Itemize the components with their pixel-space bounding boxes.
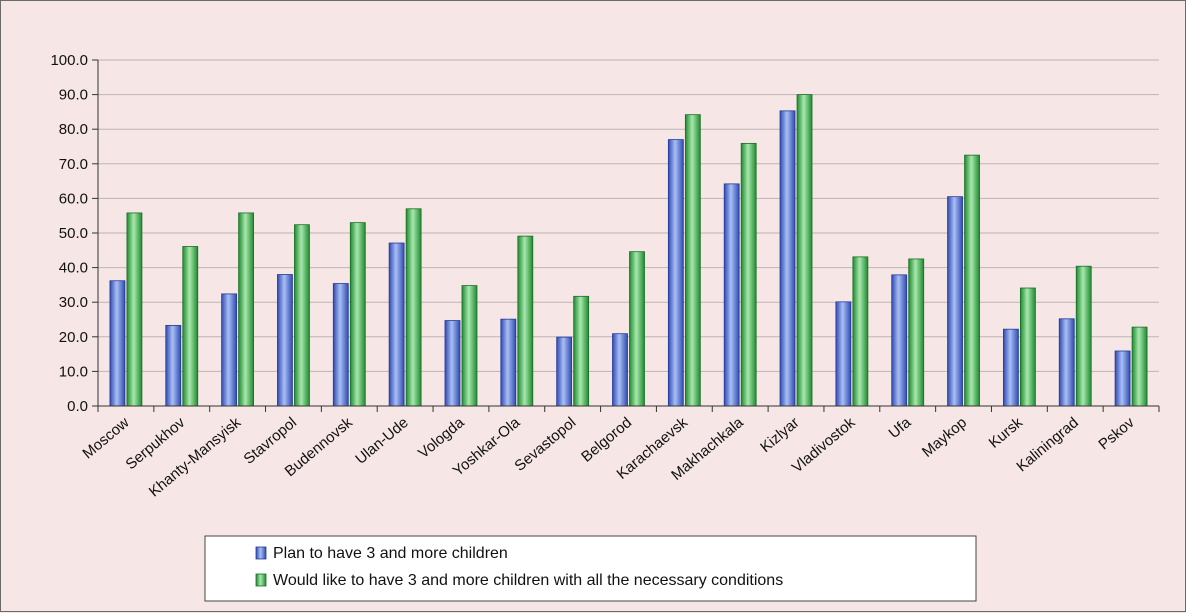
bar-plan — [1059, 319, 1074, 406]
x-category-label: Vologda — [415, 414, 468, 462]
x-category-label: Kaliningrad — [1013, 414, 1081, 475]
bar-would-like — [462, 286, 477, 406]
x-category-label: Pskov — [1095, 414, 1138, 454]
bar-plan — [836, 302, 851, 406]
axes: 0.0 10.0 20.0 30.0 40.0 50.0 60.0 70.0 80.0 90.0 1… — [50, 52, 1159, 500]
legend-label: Would like to have 3 and more children w… — [273, 572, 783, 589]
bar-would-like — [685, 115, 700, 406]
bar-plan — [166, 325, 181, 406]
bar-would-like — [1020, 288, 1035, 406]
x-category-label: Moscow — [79, 414, 132, 462]
x-category-label: Kursk — [986, 414, 1027, 452]
x-category-label: Khanty-Mansyisk — [146, 414, 245, 501]
bar-would-like — [239, 213, 254, 406]
legend-swatch — [256, 574, 266, 586]
bar-plan — [1115, 351, 1130, 406]
gridlines — [98, 60, 1159, 371]
bar-plan — [1003, 329, 1018, 406]
bar-would-like — [630, 252, 645, 406]
bar-plan — [389, 243, 404, 406]
x-category-label: Ufa — [885, 414, 914, 442]
bar-plan — [948, 197, 963, 406]
y-tick-label: 70.0 — [59, 156, 88, 173]
bar-plan — [222, 294, 237, 406]
bar-would-like — [1132, 327, 1147, 406]
y-tick-label: 90.0 — [59, 87, 88, 104]
bar-plan — [333, 284, 348, 406]
y-tick-label: 60.0 — [59, 190, 88, 207]
bar-would-like — [853, 257, 868, 406]
bar-plan — [557, 337, 572, 406]
bar-would-like — [127, 213, 142, 406]
y-tick-label: 10.0 — [59, 363, 88, 380]
x-category-label: Maykop — [919, 414, 970, 461]
y-tick-label: 20.0 — [59, 329, 88, 346]
bar-plan — [780, 111, 795, 406]
bar-plan — [501, 319, 516, 406]
bar-would-like — [1076, 266, 1091, 406]
bar-would-like — [909, 259, 924, 406]
bar-plan — [277, 275, 292, 406]
bar-plan — [445, 321, 460, 406]
y-tick-label: 0.0 — [67, 398, 88, 415]
legend-swatch — [256, 547, 266, 559]
bar-plan — [668, 140, 683, 406]
bar-would-like — [797, 95, 812, 406]
x-category-label: Sevastopol — [511, 414, 579, 475]
bar-would-like — [518, 236, 533, 406]
bar-would-like — [350, 223, 365, 406]
y-tick-label: 50.0 — [59, 225, 88, 242]
y-tick-label: 40.0 — [59, 260, 88, 277]
bar-plan — [613, 334, 628, 406]
y-tick-label: 80.0 — [59, 121, 88, 138]
x-category-label: Kizlyar — [757, 414, 802, 456]
bars — [110, 95, 1147, 406]
y-tick-label: 100.0 — [50, 52, 88, 69]
bar-plan — [892, 275, 907, 406]
bar-would-like — [406, 209, 421, 406]
bar-would-like — [574, 296, 589, 406]
bar-plan — [110, 281, 125, 406]
bar-would-like — [741, 143, 756, 406]
x-category-label: Ulan-Ude — [352, 414, 411, 468]
bar-would-like — [294, 225, 309, 406]
bar-plan — [724, 184, 739, 406]
y-tick-label: 30.0 — [59, 294, 88, 311]
legend-label: Plan to have 3 and more children — [273, 545, 508, 562]
legend: Plan to have 3 and more children Would li… — [205, 536, 976, 601]
bar-would-like — [965, 155, 980, 406]
bar-would-like — [183, 246, 198, 406]
